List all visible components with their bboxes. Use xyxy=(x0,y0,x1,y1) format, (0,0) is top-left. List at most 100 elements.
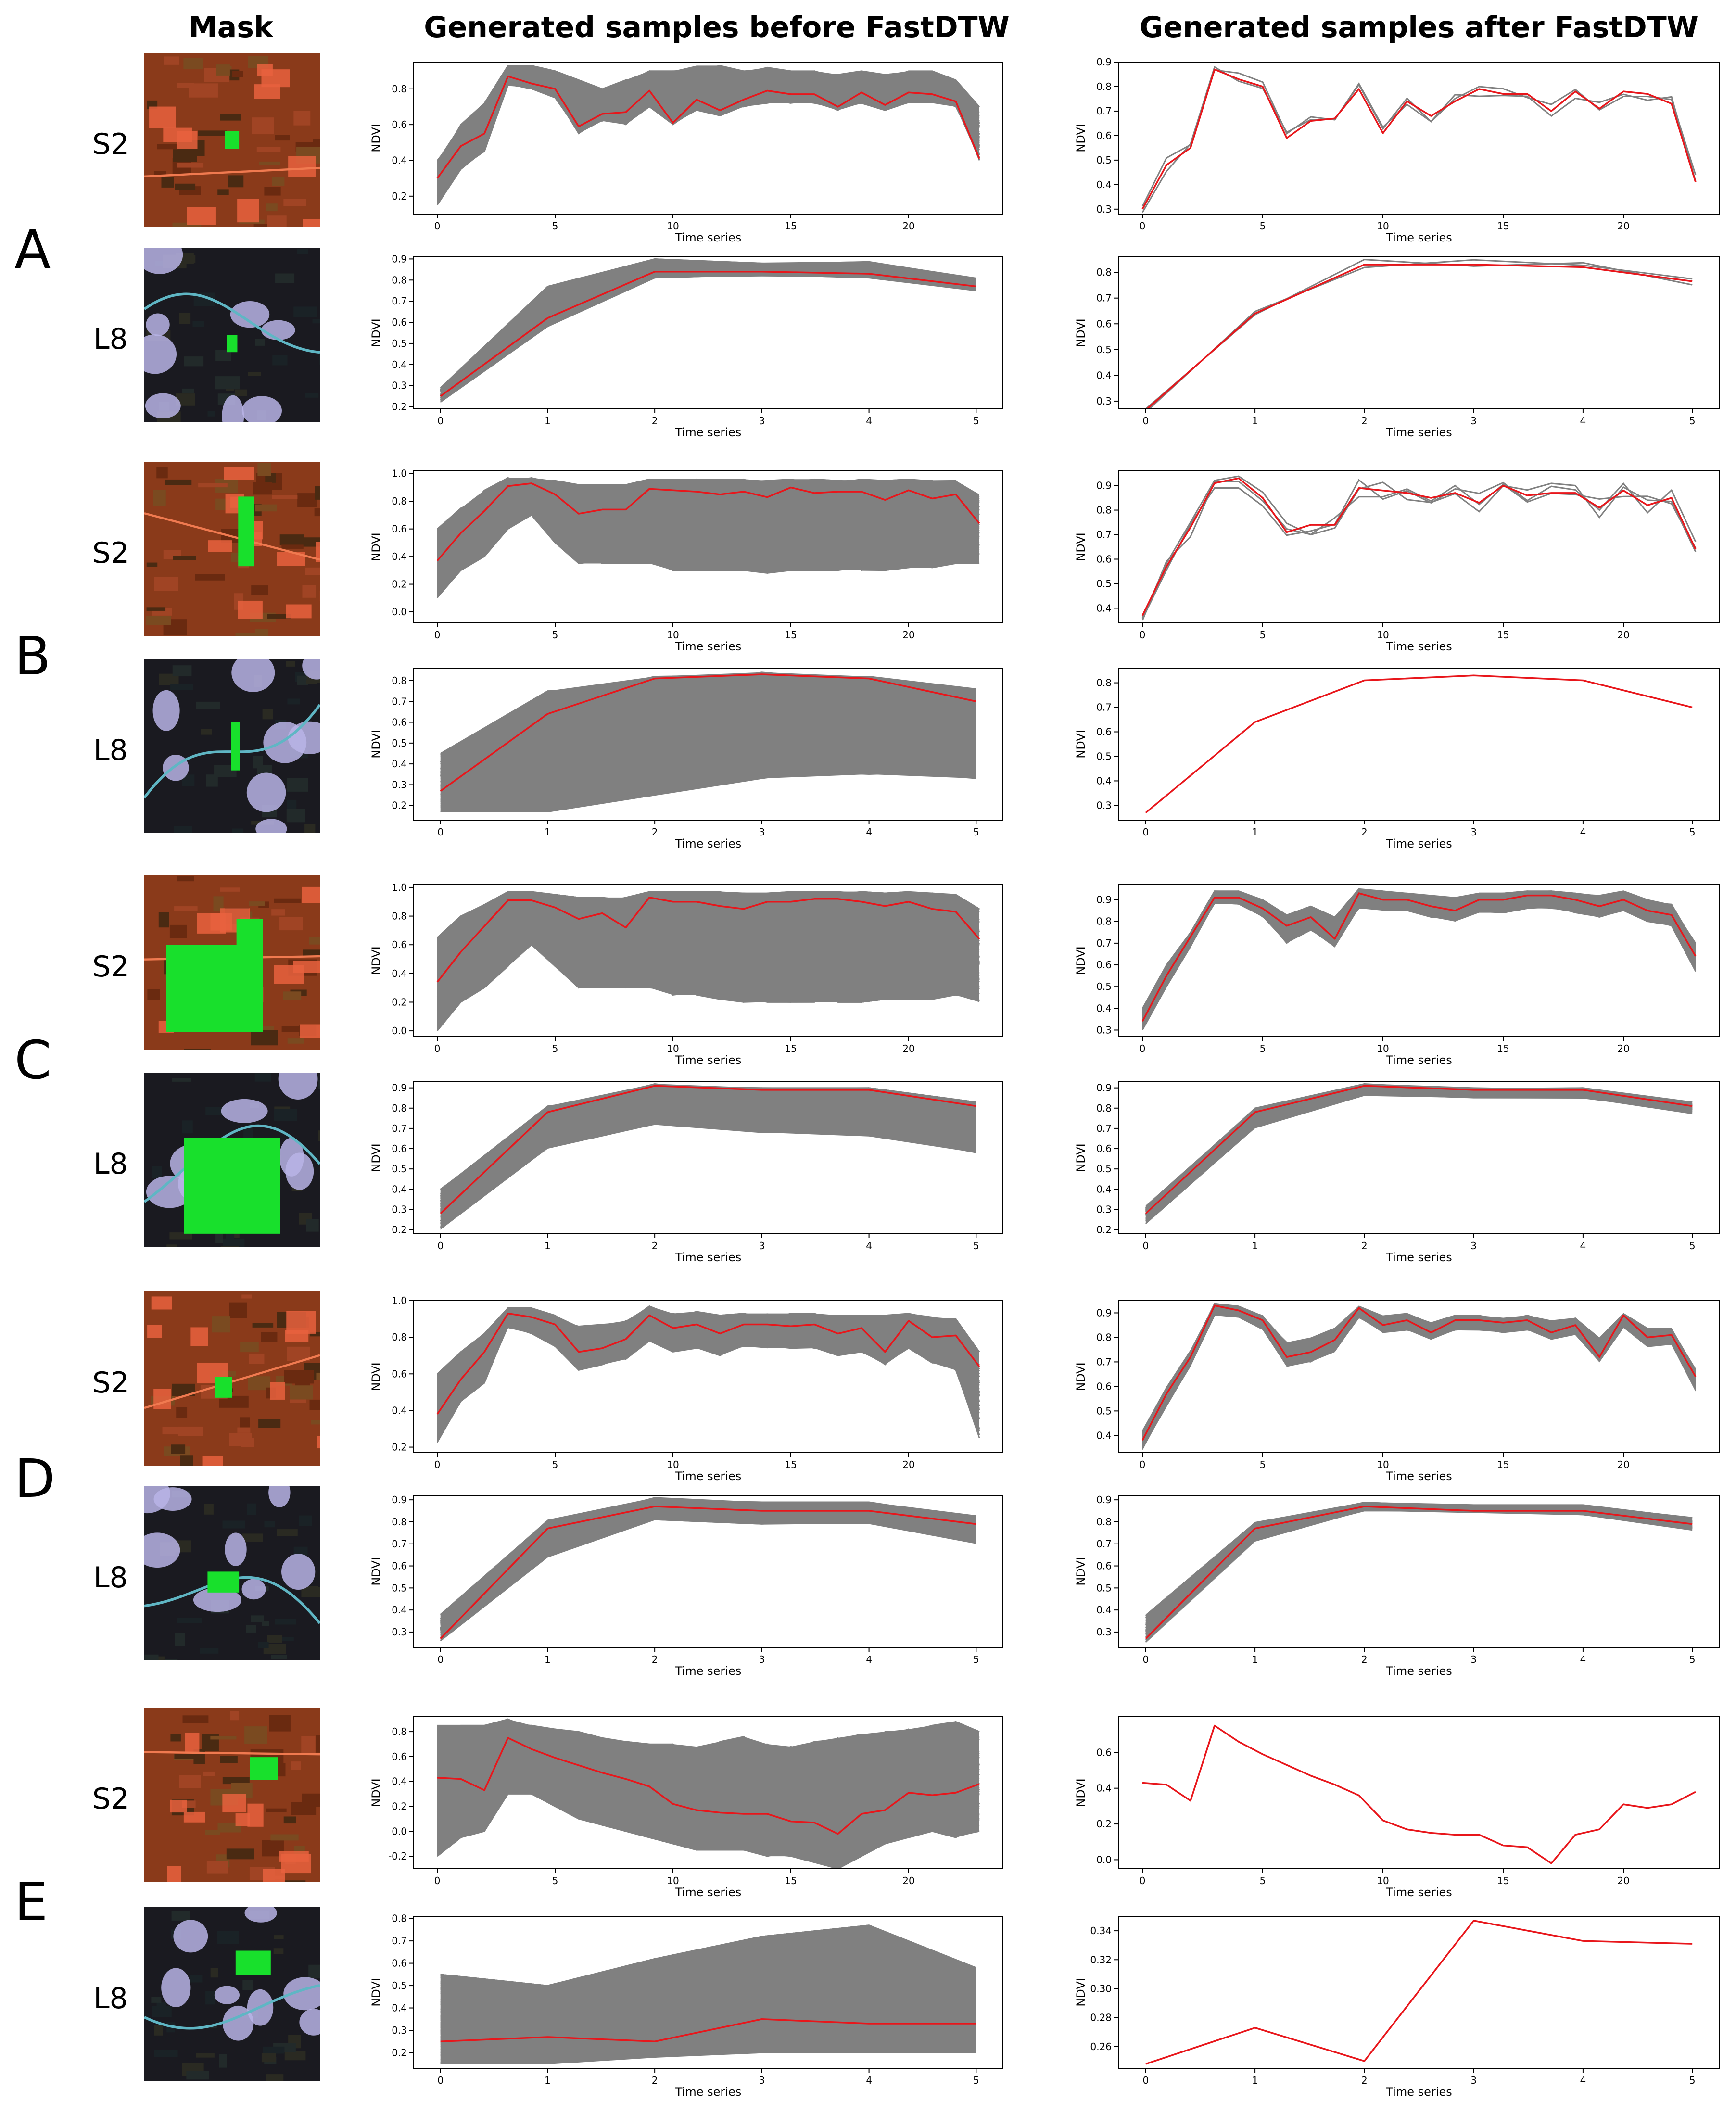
y-tick-label: 0.8 xyxy=(1096,1331,1112,1343)
sensor-label-s2: S2 xyxy=(92,950,129,984)
sample-series xyxy=(436,66,980,170)
sample-series xyxy=(440,706,976,779)
before-column-header: Generated samples before FastDTW xyxy=(424,11,1010,44)
x-tick-label: 10 xyxy=(667,220,679,232)
y-tick-label: 0.32 xyxy=(1090,1954,1112,1965)
x-tick-label: 2 xyxy=(652,826,658,838)
sample-series xyxy=(437,1762,980,1840)
plot-frame xyxy=(413,1300,1003,1453)
sample-series xyxy=(440,1962,976,2002)
sample-series xyxy=(437,1751,980,1810)
sample-series xyxy=(440,266,976,397)
x-tick-label: 4 xyxy=(866,415,872,427)
x-tick-label: 0 xyxy=(437,1654,444,1665)
reference-series xyxy=(440,1085,976,1215)
x-tick-label: 10 xyxy=(667,1459,679,1470)
y-tick-label: 0.7 xyxy=(392,696,407,707)
sample-series xyxy=(440,2012,976,2033)
ndvi-chart-a-s2-after: 0 5 10 15 20 0.3 0.4 0.5 0.6 0.7 0.8 0.9 Time series… xyxy=(1070,55,1727,245)
sample-series xyxy=(437,1746,980,1799)
sample-series xyxy=(1145,1089,1693,1213)
x-tick-label: 4 xyxy=(1580,2075,1586,2086)
y-tick-label: 0.6 xyxy=(1096,1380,1112,1392)
sample-series xyxy=(440,258,976,389)
x-axis-label: Time series xyxy=(1385,1664,1452,1678)
x-tick-label: 20 xyxy=(1617,1875,1629,1886)
mask-image xyxy=(144,462,320,636)
sample-series xyxy=(437,925,980,997)
x-tick-label: 20 xyxy=(1617,1043,1629,1054)
sample-series xyxy=(440,270,976,399)
x-tick-label: 5 xyxy=(973,1654,979,1665)
y-axis-label: NDVI xyxy=(1074,730,1088,759)
sample-series xyxy=(440,2016,976,2063)
mask-region xyxy=(231,722,240,771)
x-tick-label: 3 xyxy=(1470,1654,1477,1665)
x-axis-label: Time series xyxy=(1385,1251,1452,1264)
ndvi-chart-b-s2-before: 0 5 10 15 20 0.0 0.2 0.4 0.6 0.8 1.0 Time series NDV… xyxy=(366,464,1010,654)
mask-image xyxy=(144,248,320,422)
x-tick-label: 15 xyxy=(785,1459,797,1470)
ndvi-chart-e-l8-after: 0 1 2 3 4 5 0.26 0.28 0.30 0.32 0.34 Time series NDV… xyxy=(1070,1910,1727,2100)
sample-series xyxy=(440,717,976,774)
y-tick-label: 0.0 xyxy=(392,1025,407,1037)
sample-series xyxy=(437,477,980,535)
y-tick-label: 0.8 xyxy=(392,83,407,95)
x-tick-label: 0 xyxy=(1142,415,1149,427)
sensor-label-s2: S2 xyxy=(92,536,129,570)
plot-frame xyxy=(1118,1716,1720,1869)
ndvi-chart-b-l8-after: 0 1 2 3 4 5 0.3 0.4 0.5 0.6 0.7 0.8 Time series NDVI xyxy=(1070,661,1727,851)
sample-series xyxy=(437,499,980,570)
sample-series xyxy=(440,1925,976,1990)
sample-series xyxy=(1141,1308,1697,1439)
sample-series xyxy=(440,1993,976,2022)
y-tick-label: 0.4 xyxy=(392,968,407,979)
x-axis-label: Time series xyxy=(675,1469,741,1483)
y-tick-label: 0.6 xyxy=(1096,553,1112,565)
ndvi-chart-e-s2-after: 0 5 10 15 20 0.0 0.2 0.4 0.6 Time series NDVI xyxy=(1070,1710,1727,1900)
y-tick-label: 0.3 xyxy=(1096,1203,1112,1215)
x-axis-label: Time series xyxy=(675,231,741,244)
y-axis-label: NDVI xyxy=(369,1143,383,1172)
y-axis-label: NDVI xyxy=(369,1362,383,1391)
y-tick-label: 0.4 xyxy=(1096,369,1112,381)
y-axis-label: NDVI xyxy=(369,730,383,759)
sample-series xyxy=(437,486,980,546)
ndvi-chart-a-l8-after: 0 1 2 3 4 5 0.3 0.4 0.5 0.6 0.7 0.8 Time series NDVI xyxy=(1070,250,1727,440)
y-tick-label: 0.6 xyxy=(1096,726,1112,738)
x-tick-label: 2 xyxy=(1361,826,1368,838)
sample-series xyxy=(440,1500,976,1615)
x-tick-label: 2 xyxy=(652,1654,658,1665)
sample-series xyxy=(437,918,980,984)
ndvi-chart-e-s2-before: 0 5 10 15 20 -0.2 0.0 0.2 0.4 0.6 0.8 Time series ND… xyxy=(366,1710,1010,1900)
sample-series xyxy=(1141,897,1697,1021)
y-tick-label: 0.2 xyxy=(392,800,407,811)
x-tick-label: 5 xyxy=(1689,1240,1696,1252)
y-tick-label: 0.6 xyxy=(392,119,407,130)
y-tick-label: 0.7 xyxy=(1096,1538,1112,1550)
sensor-label-s2: S2 xyxy=(92,1366,129,1400)
sample-series xyxy=(440,1124,976,1227)
sample-series xyxy=(440,1934,976,1990)
sample-series xyxy=(440,1514,976,1639)
x-tick-label: 2 xyxy=(1361,1654,1368,1665)
reference-series xyxy=(436,1312,980,1415)
x-tick-label: 5 xyxy=(1689,415,1696,427)
y-tick-label: 0.4 xyxy=(1096,1183,1112,1195)
sample-series xyxy=(436,891,980,956)
sample-series xyxy=(437,1773,980,1833)
y-tick-label: 0.5 xyxy=(392,1980,407,1991)
plot-frame xyxy=(1118,1300,1720,1453)
sample-series xyxy=(440,706,976,763)
reference-series xyxy=(1141,1304,1697,1441)
x-tick-label: 4 xyxy=(1580,415,1586,427)
sample-series xyxy=(437,76,980,183)
sample-series xyxy=(1141,900,1697,1027)
sample-series xyxy=(1141,902,1697,1030)
sample-series xyxy=(437,1305,980,1375)
sample-series xyxy=(437,919,980,970)
sample-series xyxy=(1145,1508,1693,1630)
y-tick-label: 0.6 xyxy=(392,523,407,535)
sample-series xyxy=(1145,1503,1693,1616)
sample-series xyxy=(440,2052,976,2058)
